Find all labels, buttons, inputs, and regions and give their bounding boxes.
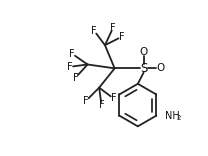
Text: S: S — [140, 62, 147, 75]
Text: F: F — [99, 100, 104, 110]
Text: F: F — [110, 23, 116, 33]
Text: O: O — [156, 63, 164, 73]
Text: F: F — [111, 93, 116, 103]
Text: F: F — [119, 32, 124, 42]
Text: F: F — [67, 62, 73, 72]
Text: NH: NH — [165, 111, 180, 121]
Text: F: F — [69, 49, 75, 59]
Text: F: F — [83, 96, 89, 106]
Text: F: F — [91, 26, 97, 36]
Text: 2: 2 — [177, 115, 181, 121]
Text: O: O — [140, 47, 148, 57]
Text: F: F — [73, 73, 78, 83]
